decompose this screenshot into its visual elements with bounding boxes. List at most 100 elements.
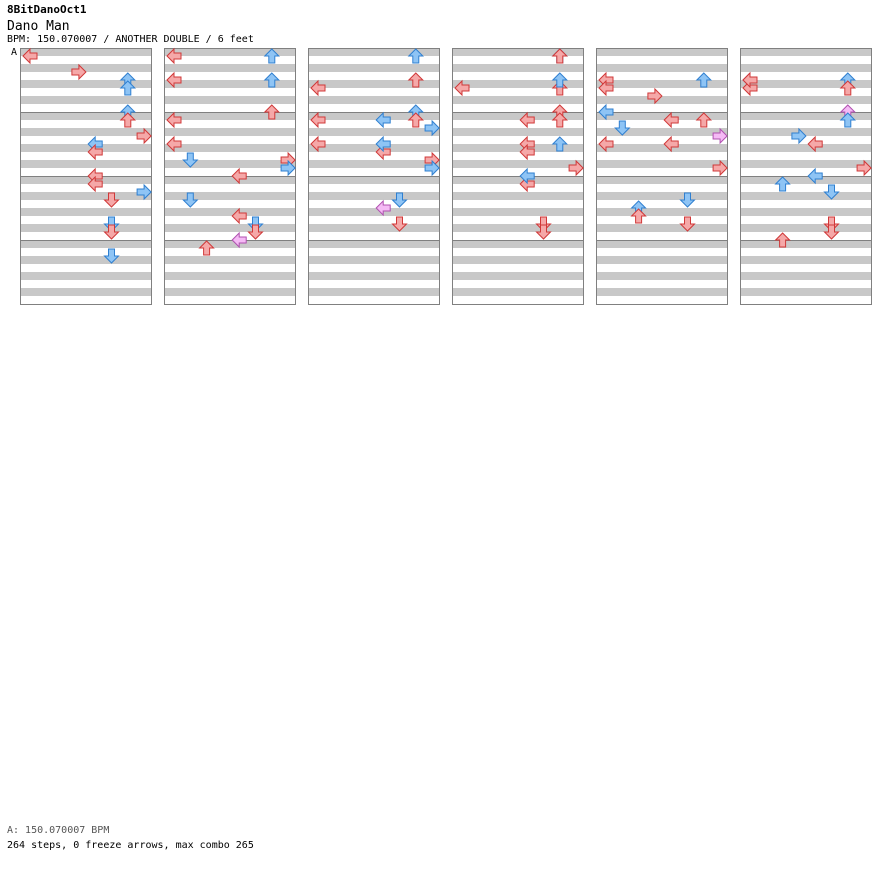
beat-stripe (596, 128, 728, 136)
step-arrow-icon (119, 112, 137, 128)
beat-stripe (596, 144, 728, 152)
beat-stripe (596, 288, 728, 296)
step-arrow-icon (856, 159, 872, 177)
step-arrow-icon (280, 159, 296, 177)
beat-stripe (308, 192, 440, 200)
beat-stripe (308, 224, 440, 232)
step-arrow-icon (119, 80, 137, 96)
step-arrow-icon (87, 175, 103, 193)
measure-box (740, 240, 872, 305)
beat-stripe (308, 128, 440, 136)
beat-stripe (308, 208, 440, 216)
step-arrow-icon (424, 159, 440, 177)
measure-box (596, 240, 728, 305)
step-arrow-icon (535, 224, 552, 240)
step-arrow-icon (551, 112, 569, 128)
beat-stripe (452, 80, 584, 88)
beat-stripe (20, 256, 152, 264)
beat-stripe (164, 80, 296, 88)
step-arrow-icon (71, 63, 87, 81)
song-title: Dano Man (7, 19, 70, 34)
beat-stripe (452, 240, 584, 248)
step-arrow-icon (551, 48, 569, 64)
step-arrow-icon (166, 47, 182, 65)
beat-stripe (740, 224, 872, 232)
step-arrow-icon (791, 127, 807, 145)
step-arrow-icon (407, 72, 425, 88)
beat-stripe (164, 240, 296, 248)
measure-box (20, 240, 152, 305)
step-arrow-icon (87, 143, 103, 161)
beat-stripe (308, 96, 440, 104)
step-arrow-icon (166, 71, 182, 89)
step-arrow-icon (263, 72, 281, 88)
beat-stripe (740, 272, 872, 280)
step-arrow-icon (391, 216, 408, 232)
beat-stripe (740, 64, 872, 72)
beat-stripe (740, 48, 872, 56)
step-arrow-icon (663, 135, 679, 153)
step-arrow-icon (519, 143, 535, 161)
step-arrow-icon (695, 72, 713, 88)
step-arrow-icon (551, 136, 569, 152)
beat-stripe (20, 192, 152, 200)
step-arrow-icon (263, 104, 281, 120)
beat-stripe (164, 224, 296, 232)
beat-stripe (20, 80, 152, 88)
step-arrow-icon (630, 208, 647, 224)
step-arrow-icon (647, 87, 663, 105)
step-arrow-icon (103, 224, 120, 240)
beat-stripe (740, 96, 872, 104)
beat-stripe (740, 128, 872, 136)
step-arrow-icon (166, 111, 182, 129)
beat-stripe (164, 160, 296, 168)
beat-stripe (452, 256, 584, 264)
step-arrow-icon (742, 71, 758, 89)
step-arrow-icon (375, 199, 391, 217)
beat-stripe (452, 272, 584, 280)
beat-stripe (20, 112, 152, 120)
beat-stripe (20, 272, 152, 280)
beat-stripe (20, 48, 152, 56)
step-arrow-icon (198, 240, 215, 256)
step-arrow-icon (231, 167, 247, 185)
beat-stripe (20, 160, 152, 168)
beat-stripe (596, 272, 728, 280)
step-arrow-icon (182, 192, 199, 208)
step-arrow-icon (407, 112, 425, 128)
beat-stripe (164, 96, 296, 104)
beat-stripe (20, 176, 152, 184)
step-arrow-icon (263, 48, 281, 64)
beat-stripe (20, 96, 152, 104)
beat-stripe (452, 112, 584, 120)
beat-stripe (596, 192, 728, 200)
beat-stripe (164, 192, 296, 200)
song-id: 8BitDanoOct1 (7, 3, 87, 16)
step-arrow-icon (136, 183, 152, 201)
step-arrow-icon (310, 79, 326, 97)
step-arrow-icon (839, 80, 857, 96)
measure-box (308, 240, 440, 305)
beat-stripe (740, 160, 872, 168)
beat-stripe (308, 288, 440, 296)
bpm-summary: A: 150.070007 BPM (7, 825, 110, 836)
step-arrow-icon (551, 72, 569, 88)
beat-stripe (740, 112, 872, 120)
beat-stripe (740, 144, 872, 152)
beat-stripe (596, 224, 728, 232)
beat-stripe (596, 96, 728, 104)
step-arrow-icon (598, 135, 614, 153)
beat-stripe (452, 208, 584, 216)
beat-stripe (308, 80, 440, 88)
beat-stripe (740, 240, 872, 248)
beat-stripe (452, 48, 584, 56)
song-meta: BPM: 150.070007 / ANOTHER DOUBLE / 6 fee… (7, 34, 254, 45)
bpm-marker: A (11, 47, 18, 58)
step-arrow-icon (424, 119, 440, 137)
step-arrow-icon (679, 192, 696, 208)
step-arrow-icon (375, 135, 391, 153)
measure-box (452, 240, 584, 305)
beat-stripe (164, 64, 296, 72)
beat-stripe (596, 240, 728, 248)
